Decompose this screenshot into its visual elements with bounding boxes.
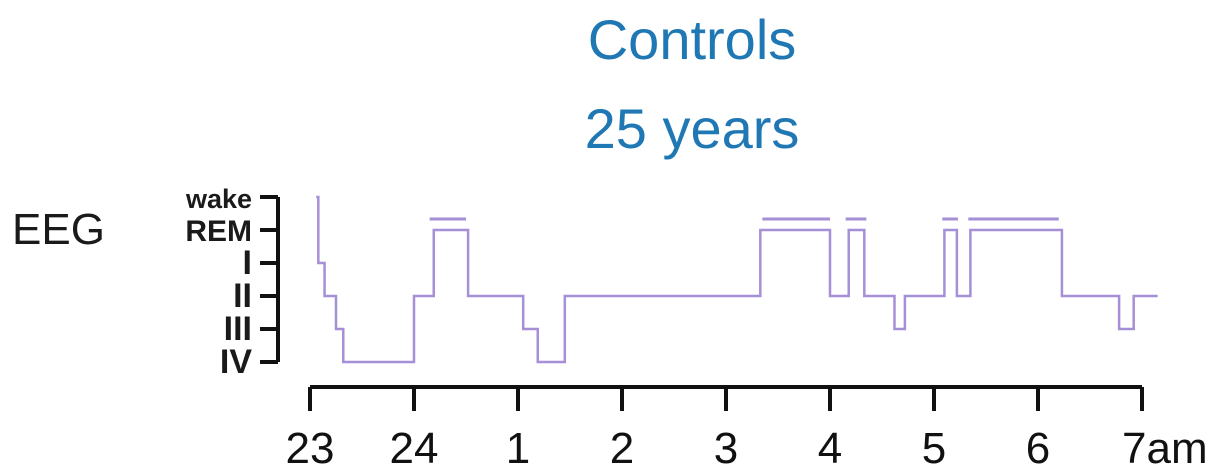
x-tick-label-1: 1: [506, 424, 530, 469]
stage-label-iii: III: [224, 310, 252, 348]
chart-title-line-2: 25 years: [585, 97, 800, 160]
x-tick-label-7am: 7am: [1122, 424, 1208, 469]
stage-label-rem: REM: [185, 215, 252, 248]
stage-label-i: I: [243, 244, 252, 282]
chart-title-line-1: Controls: [588, 8, 797, 71]
x-tick-label-2: 2: [610, 424, 634, 469]
x-tick-label-3: 3: [714, 424, 738, 469]
stage-label-ii: II: [233, 277, 252, 315]
stage-label-wake: wake: [185, 184, 252, 214]
x-axis: 23 24 1 2 3 4 5 6 7am: [286, 385, 1208, 469]
x-tick-label-4: 4: [818, 424, 842, 469]
hypnogram-line-0: [316, 195, 1158, 364]
x-tick-label-23: 23: [286, 424, 335, 469]
y-axis: [260, 195, 280, 364]
hypnogram-series: [316, 195, 1158, 364]
x-tick-label-5: 5: [922, 424, 946, 469]
stage-label-iv: IV: [220, 343, 252, 381]
x-tick-label-6: 6: [1026, 424, 1050, 469]
x-tick-label-24: 24: [390, 424, 439, 469]
y-axis-title: EEG: [12, 205, 105, 254]
